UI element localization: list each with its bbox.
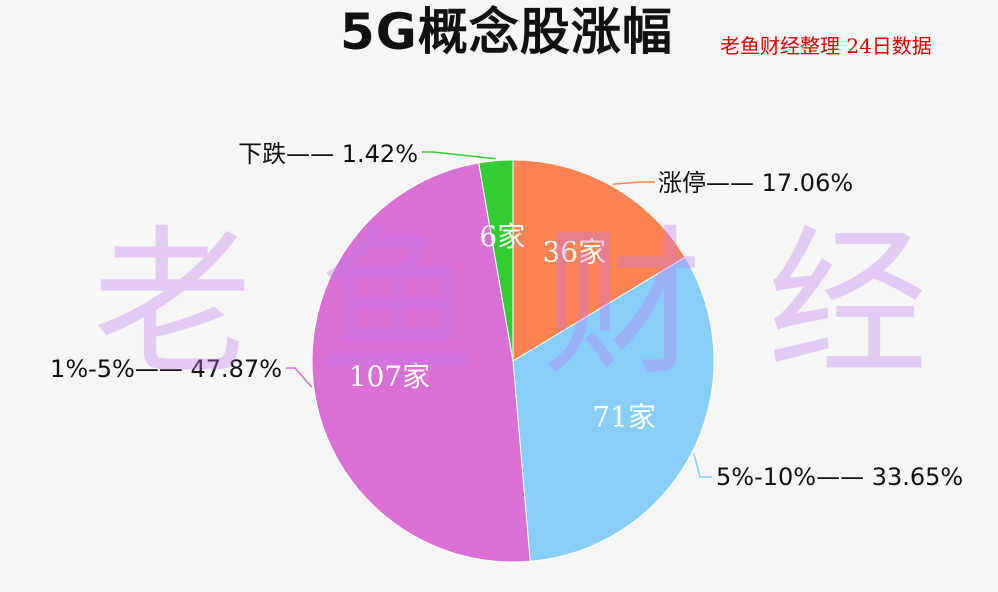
slice-count-label: 36家 bbox=[542, 235, 606, 268]
slice-percent-label: 涨停—— 17.06% bbox=[658, 169, 853, 197]
chart-title: 5G概念股涨幅 bbox=[340, 3, 673, 61]
slice-percent-label: 下跌—— 1.42% bbox=[238, 140, 418, 168]
leader-line bbox=[612, 181, 655, 185]
pie-slice bbox=[311, 162, 531, 563]
slice-percent-label: 1%-5%—— 47.87% bbox=[50, 355, 282, 383]
slice-count-label: 6家 bbox=[479, 220, 525, 253]
pie-slice bbox=[512, 159, 686, 362]
slice-count-label: 107家 bbox=[349, 360, 430, 393]
leader-line bbox=[422, 151, 496, 160]
pie-slice bbox=[512, 256, 715, 562]
leader-line bbox=[286, 367, 313, 388]
leader-line bbox=[693, 452, 712, 478]
slice-count-label: 71家 bbox=[592, 401, 656, 434]
pie-slice bbox=[478, 159, 514, 362]
slice-percent-label: 5%-10%—— 33.65% bbox=[716, 463, 963, 491]
chart-subtitle: 老鱼财经整理 24日数据 bbox=[720, 34, 932, 58]
